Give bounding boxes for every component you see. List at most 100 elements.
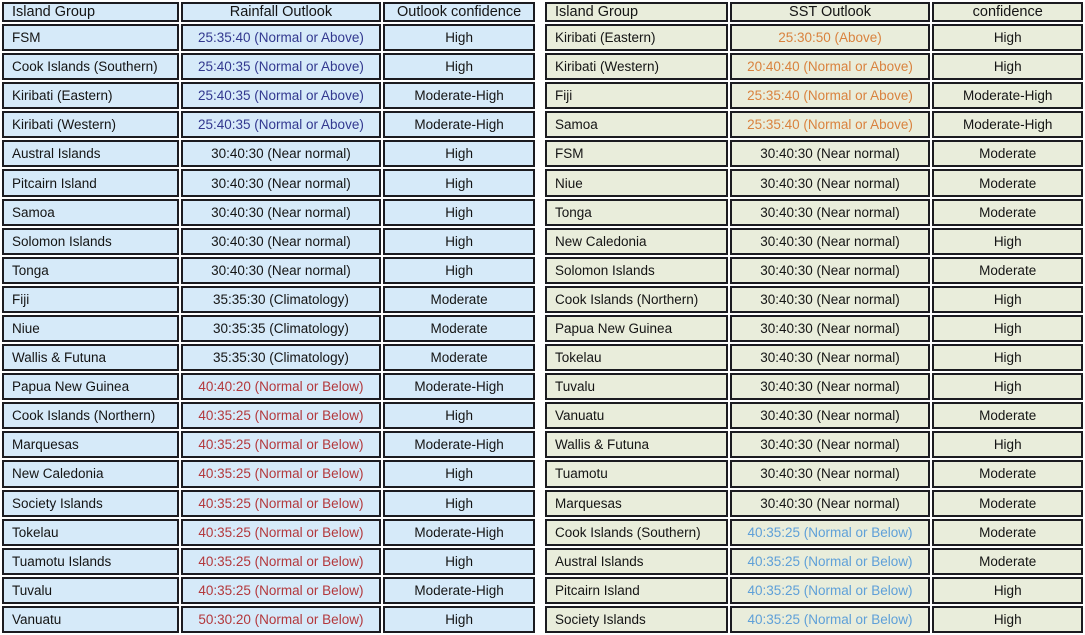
outlook-cell: 30:35:35 (Climatology) [180,314,382,343]
confidence-cell: Moderate [932,402,1083,430]
table-row: Vanuatu 30:40:30 (Near normal) Moderate [545,402,1083,430]
island-group-cell: Papua New Guinea [545,314,728,343]
island-group-cell: Cook Islands (Southern) [2,53,179,81]
table-row: Pitcairn Island 40:35:25 (Normal or Below… [545,576,1083,604]
outlook-cell: 40:35:25 (Normal or Below) [729,605,931,633]
confidence-cell: High [932,285,1083,313]
confidence-cell: High [383,227,535,255]
island-group-cell: New Caledonia [2,460,179,488]
table-row: Society Islands 40:35:25 (Normal or Below… [2,489,535,517]
outlook-cell: 30:40:30 (Near normal) [729,140,931,168]
outlook-cell: 25:35:40 (Normal or Above) [180,24,382,52]
confidence-cell: High [932,344,1083,372]
table-row: Tokelau 40:35:25 (Normal or Below) Moderat… [2,518,535,546]
island-group-cell: Marquesas [545,489,728,517]
island-group-cell: Society Islands [2,489,179,517]
island-group-cell: FSM [2,24,179,52]
island-group-cell: Wallis & Futuna [2,344,179,372]
outlook-cell: 25:40:35 (Normal or Above) [180,53,382,81]
outlook-cell: 30:40:30 (Near normal) [180,198,382,226]
island-group-cell: Tonga [2,256,179,284]
outlook-cell: 30:40:30 (Near normal) [729,256,931,284]
island-group-cell: Cook Islands (Northern) [545,285,728,313]
outlook-cell: 35:35:30 (Climatology) [180,344,382,372]
confidence-cell: High [383,140,535,168]
confidence-cell: High [932,373,1083,401]
confidence-cell: Moderate-High [383,373,535,401]
island-group-cell: Marquesas [2,431,179,459]
island-group-cell: Cook Islands (Northern) [2,402,179,430]
outlook-cell: 30:40:30 (Near normal) [729,344,931,372]
sst-header-row: Island Group SST Outlook confidence [545,2,1083,22]
confidence-cell: Moderate-High [383,111,535,139]
confidence-cell: High [932,431,1083,459]
table-row: Tokelau 30:40:30 (Near normal) High [545,344,1083,372]
island-group-cell: Cook Islands (Southern) [545,518,728,546]
island-group-cell: FSM [545,140,728,168]
table-row: Cook Islands (Southern) 40:35:25 (Normal … [545,518,1083,546]
outlook-cell: 40:35:25 (Normal or Below) [180,460,382,488]
island-group-cell: Society Islands [545,605,728,633]
confidence-cell: High [383,547,535,575]
table-row: Kiribati (Eastern) 25:40:35 (Normal or Ab… [2,82,535,110]
island-group-cell: Tuamotu Islands [2,547,179,575]
confidence-cell: Moderate [932,169,1083,197]
outlook-cell: 25:35:40 (Normal or Above) [729,111,931,139]
sst-header-island-group: Island Group [545,2,728,22]
sst-outlook-table: Island Group SST Outlook confidence Kiri… [543,0,1085,635]
island-group-cell: Tonga [545,198,728,226]
island-group-cell: Pitcairn Island [545,576,728,604]
confidence-cell: High [383,24,535,52]
table-row: Solomon Islands 30:40:30 (Near normal) Mod… [545,256,1083,284]
rainfall-header-row: Island Group Rainfall Outlook Outlook co… [2,2,535,22]
outlook-cell: 30:40:30 (Near normal) [729,198,931,226]
outlook-cell: 50:30:20 (Normal or Below) [180,605,382,633]
island-group-cell: Tuamotu [545,460,728,488]
confidence-cell: Moderate [383,285,535,313]
confidence-cell: Moderate [383,344,535,372]
confidence-cell: Moderate [932,547,1083,575]
outlook-cell: 30:40:30 (Near normal) [729,431,931,459]
island-group-cell: Pitcairn Island [2,169,179,197]
confidence-cell: High [932,576,1083,604]
island-group-cell: Niue [545,169,728,197]
table-row: Vanuatu 50:30:20 (Normal or Below) High [2,605,535,633]
outlook-cell: 25:30:50 (Above) [729,24,931,52]
table-row: Wallis & Futuna 30:40:30 (Near normal) Hig… [545,431,1083,459]
confidence-cell: Moderate [383,314,535,343]
confidence-cell: High [932,227,1083,255]
outlook-cell: 35:35:30 (Climatology) [180,285,382,313]
confidence-cell: High [383,460,535,488]
table-row: FSM 30:40:30 (Near normal) Moderate [545,140,1083,168]
island-group-cell: Wallis & Futuna [545,431,728,459]
confidence-cell: High [932,24,1083,52]
table-row: Tonga 30:40:30 (Near normal) High [2,256,535,284]
sst-header-sst-outlook: SST Outlook [729,2,931,22]
table-row: Solomon Islands 30:40:30 (Near normal) Hig… [2,227,535,255]
outlook-cell: 30:40:30 (Near normal) [180,140,382,168]
outlook-cell: 40:35:25 (Normal or Below) [180,547,382,575]
table-row: Tuamotu 30:40:30 (Near normal) Moderate [545,460,1083,488]
table-row: Tuvalu 30:40:30 (Near normal) High [545,373,1083,401]
confidence-cell: Moderate [932,460,1083,488]
table-row: Marquesas 40:35:25 (Normal or Below) Moder… [2,431,535,459]
rainfall-table-body: FSM 25:35:40 (Normal or Above) High Cook Is… [2,24,535,633]
outlook-cell: 30:40:30 (Near normal) [729,285,931,313]
outlook-cell: 20:40:40 (Normal or Above) [729,53,931,81]
outlook-cell: 40:35:25 (Normal or Below) [180,518,382,546]
table-row: Marquesas 30:40:30 (Near normal) Moderate [545,489,1083,517]
island-group-cell: Kiribati (Western) [2,111,179,139]
confidence-cell: Moderate-High [932,111,1083,139]
outlook-cell: 40:40:20 (Normal or Below) [180,373,382,401]
island-group-cell: Samoa [545,111,728,139]
confidence-cell: Moderate-High [383,431,535,459]
confidence-cell: High [383,402,535,430]
confidence-cell: High [932,605,1083,633]
outlook-cell: 40:35:25 (Normal or Below) [729,518,931,546]
outlook-cell: 40:35:25 (Normal or Below) [180,576,382,604]
island-group-cell: New Caledonia [545,227,728,255]
island-group-cell: Solomon Islands [2,227,179,255]
table-row: Cook Islands (Northern) 40:35:25 (Normal … [2,402,535,430]
island-group-cell: Vanuatu [545,402,728,430]
